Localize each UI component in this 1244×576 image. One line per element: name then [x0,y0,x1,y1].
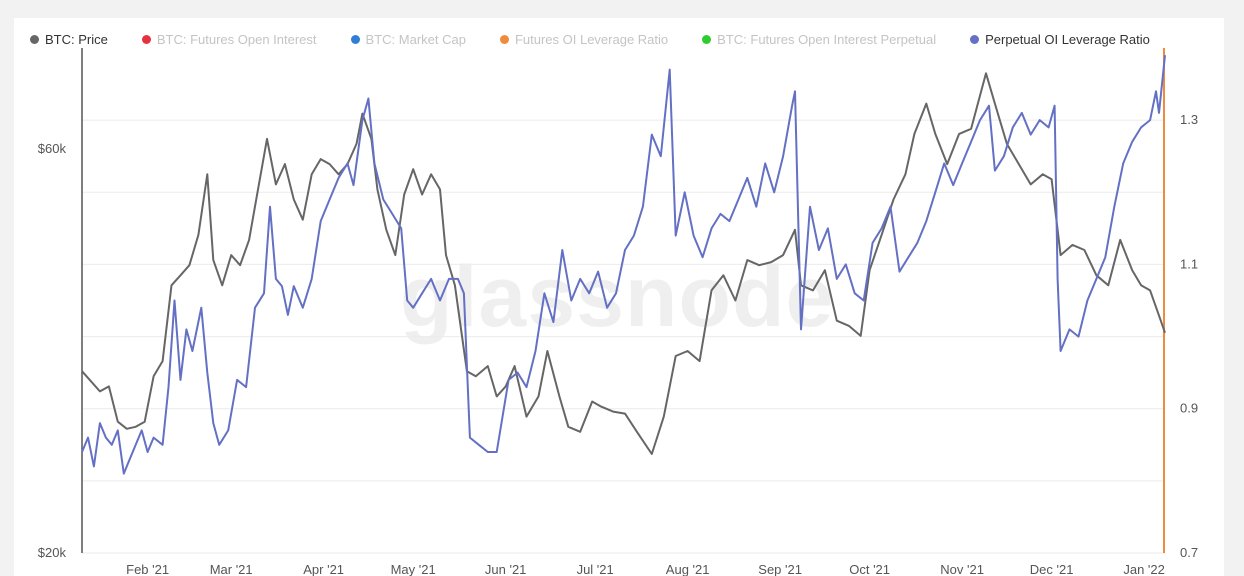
x-tick-label: May '21 [391,562,436,576]
legend-item-0[interactable]: BTC: Price [30,32,108,47]
legend-item-5[interactable]: Perpetual OI Leverage Ratio [970,32,1150,47]
legend-label: Perpetual OI Leverage Ratio [985,31,1150,47]
legend-dot-icon [970,34,980,44]
x-tick-label: Feb '21 [126,562,169,576]
legend-dot-icon [702,34,712,44]
x-tick-label: Apr '21 [303,562,344,576]
legend-label: Futures OI Leverage Ratio [514,31,669,47]
x-tick-label: Sep '21 [758,562,802,576]
series-line-perpetual-oi-leverage-ratio [81,55,1166,475]
legend-item-3[interactable]: Futures OI Leverage Ratio [499,31,669,47]
legend-label: BTC: Futures Open Interest [156,31,317,47]
x-tick-label: Mar '21 [210,562,253,576]
x-tick-label: Nov '21 [940,562,984,576]
chart-card [14,18,1224,576]
legend-item-1[interactable]: BTC: Futures Open Interest [141,31,317,47]
x-tick-label: Aug '21 [666,562,710,576]
series-line-btc-price [81,72,1166,455]
legend-dot-icon [350,34,360,44]
right-tick-label: 1.1 [1180,256,1198,271]
chart-legend: BTC: Price BTC: Futures Open Interest BTC:… [30,30,1150,48]
x-tick-label: Jul '21 [577,562,614,576]
legend-item-2[interactable]: BTC: Market Cap [350,31,466,47]
legend-item-4[interactable]: BTC: Futures Open Interest Perpetual [702,32,936,47]
right-tick-label: 1.3 [1180,112,1198,127]
x-tick-label: Jan '22 [1123,562,1165,576]
x-tick-label: Jun '21 [485,562,527,576]
legend-dot-icon [30,34,39,44]
right-tick-label: 0.9 [1180,401,1198,416]
legend-label: BTC: Futures Open Interest Perpetual [717,31,937,47]
legend-dot-icon [499,34,509,44]
left-tick-label: $20k [38,545,67,560]
x-tick-label: Oct '21 [849,562,890,576]
legend-dot-icon [141,34,151,44]
legend-label: BTC: Price [45,31,108,47]
right-tick-label: 0.7 [1180,545,1198,560]
left-tick-label: $60k [38,141,67,156]
x-tick-label: Dec '21 [1030,562,1074,576]
legend-label: BTC: Market Cap [365,31,466,47]
